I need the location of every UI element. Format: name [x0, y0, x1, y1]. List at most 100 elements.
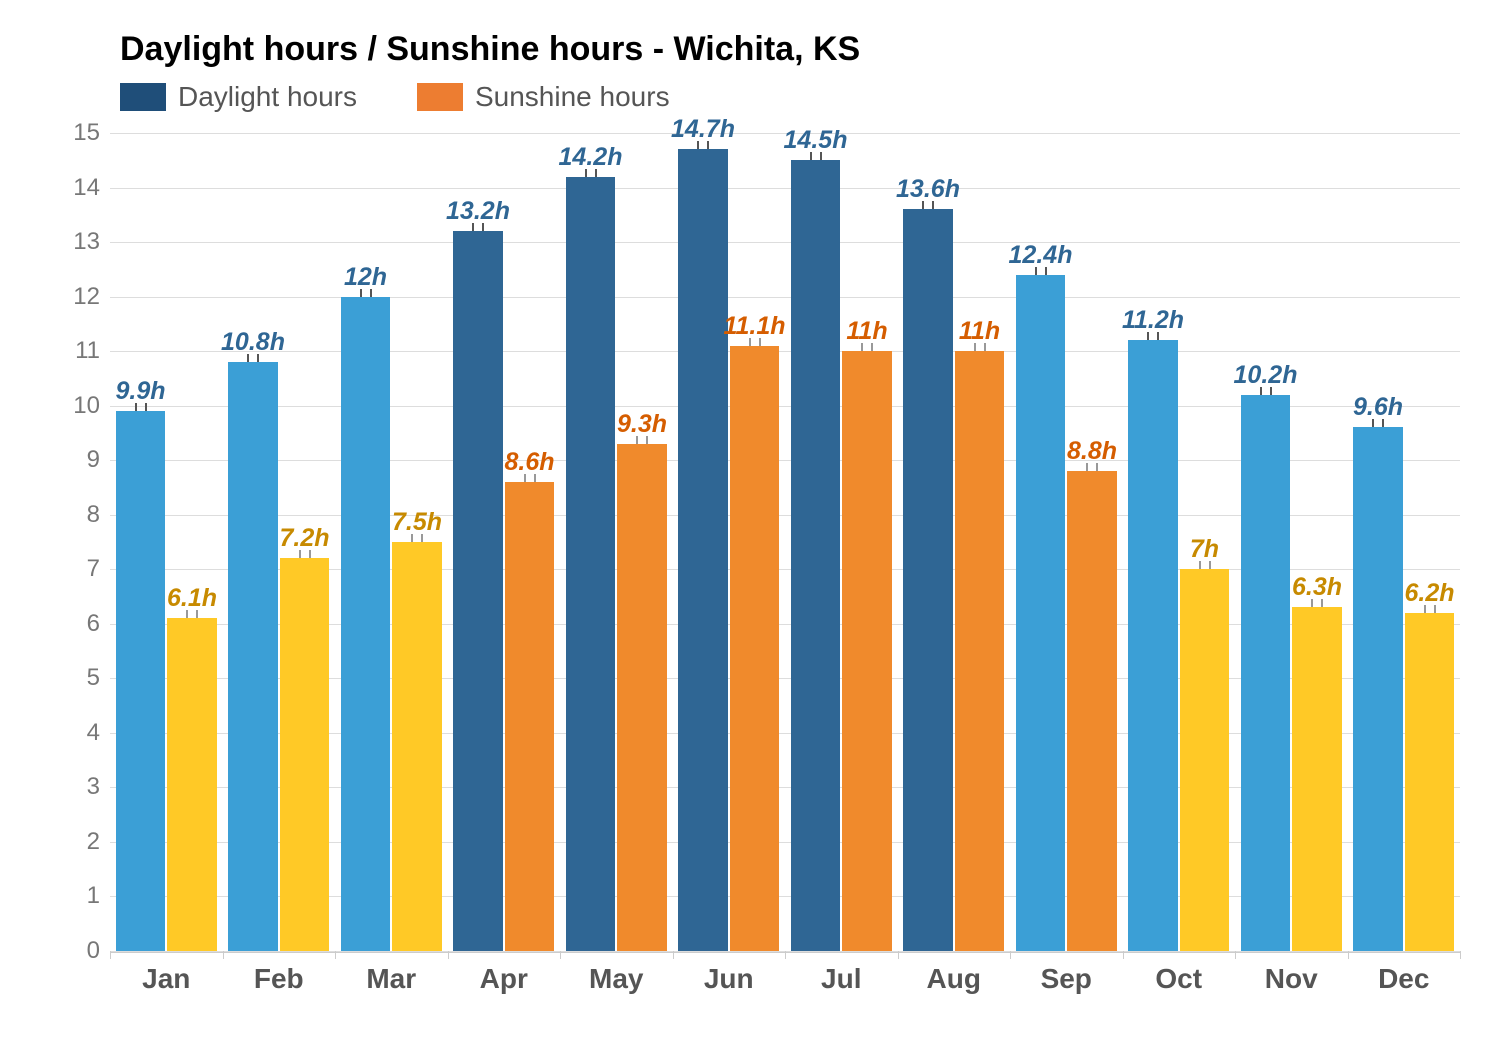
sunshine-bar: 11h: [955, 351, 1005, 951]
x-tick: [673, 951, 674, 959]
bar-value-label: 12.4h: [1009, 241, 1073, 270]
sunshine-bar: 6.1h: [167, 618, 217, 951]
daylight-bar: 14.2h: [566, 177, 616, 951]
error-bar: [697, 141, 709, 149]
error-bar: [1424, 605, 1436, 613]
y-tick-label: 9: [60, 446, 100, 474]
chart-title: Daylight hours / Sunshine hours - Wichit…: [120, 30, 1460, 69]
daylight-bar: 10.2h: [1241, 395, 1291, 951]
x-tick-label: Jan: [110, 963, 223, 995]
month-group: 14.5h11h: [785, 133, 898, 951]
daylight-bar: 14.7h: [678, 149, 728, 951]
bar-value-label: 13.2h: [446, 197, 510, 226]
x-tick-label: Aug: [898, 963, 1011, 995]
x-tick: [335, 951, 336, 959]
bar-value-label: 14.2h: [559, 143, 623, 172]
month-group: 11.2h7h: [1123, 133, 1236, 951]
bar-value-label: 13.6h: [896, 175, 960, 204]
daylight-bar: 10.8h: [228, 362, 278, 951]
error-bar: [749, 338, 761, 346]
bar-value-label: 9.3h: [617, 410, 667, 439]
x-tick: [110, 951, 111, 959]
bar-value-label: 10.8h: [221, 328, 285, 357]
chart-container: Daylight hours / Sunshine hours - Wichit…: [0, 0, 1500, 1050]
y-tick-label: 8: [60, 501, 100, 529]
bar-value-label: 6.1h: [167, 584, 217, 613]
x-tick-label: May: [560, 963, 673, 995]
legend-swatch-sunshine: [417, 83, 463, 111]
error-bar: [360, 289, 372, 297]
y-tick-label: 15: [60, 119, 100, 147]
sunshine-bar: 7.5h: [392, 542, 442, 951]
sunshine-bar: 6.3h: [1292, 607, 1342, 951]
error-bar: [861, 343, 873, 351]
x-tick-label: Apr: [448, 963, 561, 995]
x-tick-label: Sep: [1010, 963, 1123, 995]
x-tick: [1123, 951, 1124, 959]
x-tick: [785, 951, 786, 959]
bar-value-label: 14.5h: [784, 126, 848, 155]
month-group: 9.9h6.1h: [110, 133, 223, 951]
sunshine-bar: 9.3h: [617, 444, 667, 951]
bar-value-label: 8.6h: [504, 448, 554, 477]
error-bar: [411, 534, 423, 542]
daylight-bar: 12.4h: [1016, 275, 1066, 951]
bar-value-label: 7h: [1190, 535, 1219, 564]
error-bar: [636, 436, 648, 444]
daylight-bar: 9.6h: [1353, 427, 1403, 951]
bar-value-label: 6.2h: [1404, 579, 1454, 608]
legend: Daylight hours Sunshine hours: [120, 81, 1460, 113]
month-group: 13.6h 11h: [898, 133, 1011, 951]
month-group: 14.7h11.1h: [673, 133, 786, 951]
month-group: 10.8h7.2h: [223, 133, 336, 951]
error-bar: [1260, 387, 1272, 395]
daylight-bar: 14.5h: [791, 160, 841, 951]
x-tick: [898, 951, 899, 959]
legend-swatch-daylight: [120, 83, 166, 111]
x-tick-label: Mar: [335, 963, 448, 995]
error-bar: [186, 610, 198, 618]
error-bar: [524, 474, 536, 482]
y-tick-label: 12: [60, 283, 100, 311]
bar-value-label: 10.2h: [1234, 361, 1298, 390]
sunshine-bar: 8.6h: [505, 482, 555, 951]
legend-label-daylight: Daylight hours: [178, 81, 357, 113]
y-tick-label: 2: [60, 828, 100, 856]
x-tick-label: Jun: [673, 963, 786, 995]
month-group: 14.2h9.3h: [560, 133, 673, 951]
daylight-bar: 13.2h: [453, 231, 503, 951]
y-tick-label: 13: [60, 228, 100, 256]
month-group: 12h7.5h: [335, 133, 448, 951]
x-tick-label: Nov: [1235, 963, 1348, 995]
y-tick-label: 10: [60, 392, 100, 420]
y-tick-label: 7: [60, 555, 100, 583]
y-tick-label: 11: [60, 337, 100, 365]
bar-value-label: 9.9h: [115, 377, 165, 406]
x-tick: [1348, 951, 1349, 959]
error-bar: [472, 223, 484, 231]
sunshine-bar: 11.1h: [730, 346, 780, 951]
sunshine-bar: 11h: [842, 351, 892, 951]
bar-value-label: 11.1h: [723, 312, 785, 341]
error-bar: [299, 550, 311, 558]
legend-label-sunshine: Sunshine hours: [475, 81, 670, 113]
error-bar: [1199, 561, 1211, 569]
plot-area: 9.9h6.1h10.8h7.2h12h7.5h13.2h8.6h14.2h9.…: [110, 133, 1460, 953]
bar-value-label: 8.8h: [1067, 437, 1117, 466]
error-bar: [1035, 267, 1047, 275]
error-bar: [1086, 463, 1098, 471]
bar-value-label: 11h: [959, 317, 1000, 346]
error-bar: [1311, 599, 1323, 607]
y-tick-label: 3: [60, 773, 100, 801]
sunshine-bar: 6.2h: [1405, 613, 1455, 951]
error-bar: [135, 403, 147, 411]
month-group: 10.2h6.3h: [1235, 133, 1348, 951]
legend-item-sunshine: Sunshine hours: [417, 81, 670, 113]
daylight-bar: 9.9h: [116, 411, 166, 951]
x-tick-label: Dec: [1348, 963, 1461, 995]
x-tick: [1460, 951, 1461, 959]
error-bar: [974, 343, 986, 351]
legend-item-daylight: Daylight hours: [120, 81, 357, 113]
x-tick: [1235, 951, 1236, 959]
x-tick-label: Oct: [1123, 963, 1236, 995]
